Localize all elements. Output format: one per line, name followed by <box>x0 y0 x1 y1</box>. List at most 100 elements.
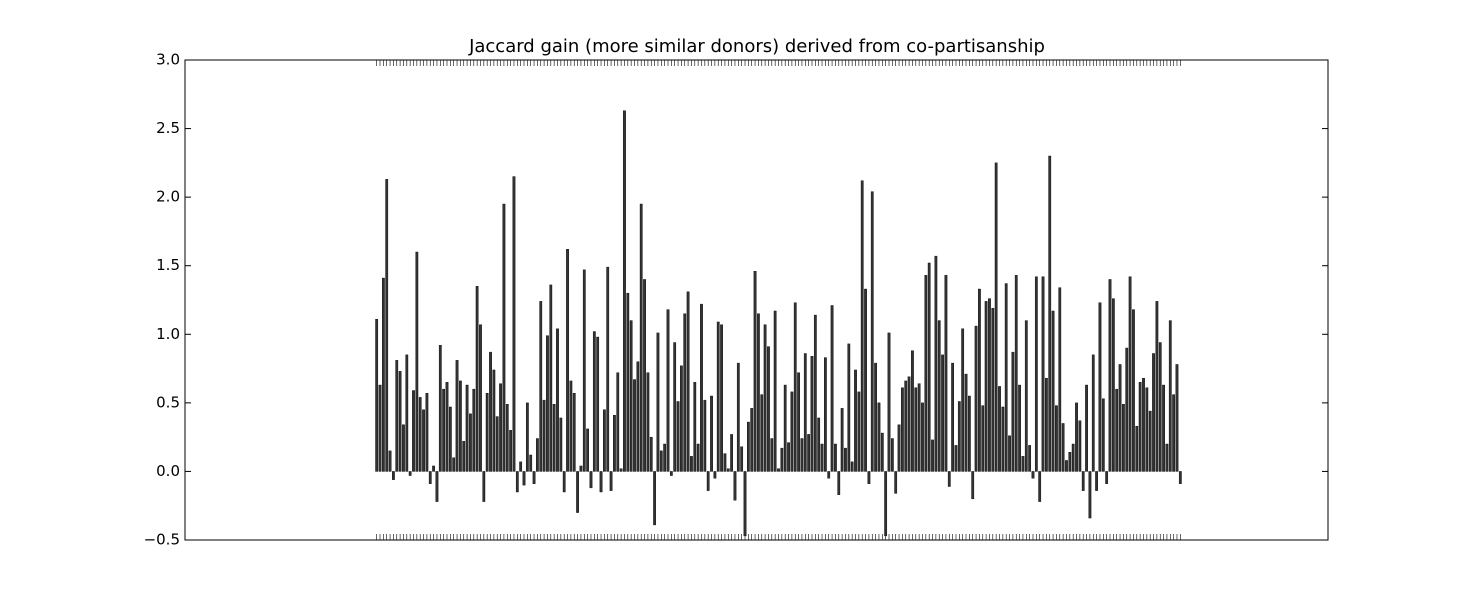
bar <box>917 383 921 472</box>
bar <box>435 471 439 502</box>
y-tick-label: 3.0 <box>156 51 180 69</box>
bar <box>592 331 596 472</box>
bar <box>676 401 680 472</box>
bar <box>579 465 583 472</box>
bar <box>830 305 834 472</box>
bar <box>653 471 656 526</box>
bar <box>773 310 777 472</box>
bar <box>951 362 954 472</box>
bar <box>643 279 646 472</box>
bar <box>978 288 981 472</box>
bar <box>465 384 469 472</box>
bar <box>669 471 673 476</box>
bar <box>539 301 543 472</box>
bar <box>746 421 750 472</box>
bar <box>656 332 660 472</box>
bar <box>921 402 924 472</box>
bar <box>810 356 814 472</box>
chart-title: Jaccard gain (more similar donors) deriv… <box>468 36 1045 57</box>
bar <box>700 303 703 472</box>
bar <box>1158 342 1162 472</box>
bar <box>760 394 764 472</box>
bar <box>1055 405 1058 472</box>
y-tick-label: 0.5 <box>156 393 180 411</box>
bar <box>1028 445 1032 472</box>
y-tick-label: 0.0 <box>156 462 180 480</box>
bar <box>1142 377 1145 472</box>
bar <box>743 471 747 537</box>
bar <box>867 471 871 484</box>
bar <box>954 445 958 472</box>
bar <box>639 203 643 472</box>
bar <box>984 301 988 472</box>
bar <box>1045 377 1048 472</box>
bar <box>710 395 713 472</box>
bar <box>492 369 496 472</box>
bar <box>586 428 590 472</box>
bar <box>780 447 784 472</box>
bar <box>864 288 867 472</box>
bar <box>479 324 482 472</box>
bar <box>1162 384 1165 472</box>
bar <box>730 434 733 472</box>
bar <box>870 191 874 472</box>
bar <box>455 360 459 472</box>
bar <box>1128 276 1132 472</box>
bar <box>706 471 710 491</box>
bar <box>1061 423 1065 472</box>
bar <box>827 471 831 479</box>
bar <box>901 387 904 472</box>
bar <box>800 438 804 472</box>
bar <box>613 415 616 472</box>
bar <box>934 255 938 472</box>
bar <box>1004 283 1008 472</box>
bar <box>495 416 499 472</box>
bar <box>589 471 593 489</box>
bar <box>532 471 536 484</box>
bar <box>375 319 379 472</box>
bar <box>1138 382 1142 472</box>
bar <box>606 266 610 472</box>
bar <box>750 408 754 472</box>
bar <box>381 277 385 472</box>
bar <box>552 404 556 472</box>
bar <box>1155 301 1159 472</box>
bar <box>817 417 821 472</box>
bar <box>914 387 918 472</box>
bar <box>777 468 780 472</box>
bar <box>1085 384 1088 472</box>
bar <box>1081 471 1085 491</box>
bar <box>542 399 546 472</box>
bar <box>924 275 928 472</box>
bar <box>1095 471 1098 491</box>
bar <box>395 360 399 472</box>
bar <box>753 271 757 472</box>
bar <box>1105 471 1109 484</box>
bar <box>1034 276 1038 472</box>
bar <box>703 399 707 472</box>
bar <box>469 413 472 472</box>
bar <box>596 336 600 472</box>
bar <box>636 361 640 472</box>
bar <box>1175 364 1179 472</box>
bar <box>854 369 857 472</box>
bar <box>1058 287 1062 472</box>
bar <box>877 402 881 472</box>
bar <box>1168 320 1172 472</box>
bar <box>452 457 456 472</box>
bar <box>994 162 998 472</box>
bar <box>609 471 613 491</box>
bar <box>546 335 549 472</box>
y-tick-label: 1.0 <box>156 325 180 343</box>
bar <box>824 357 827 472</box>
bar <box>509 430 512 472</box>
bar <box>947 471 951 487</box>
bar <box>790 391 794 472</box>
bar <box>1031 471 1035 479</box>
bar <box>1115 388 1119 472</box>
bar <box>562 471 566 493</box>
bar <box>1001 406 1005 472</box>
bar <box>529 454 533 472</box>
bar <box>626 292 630 472</box>
bar <box>998 386 1001 472</box>
